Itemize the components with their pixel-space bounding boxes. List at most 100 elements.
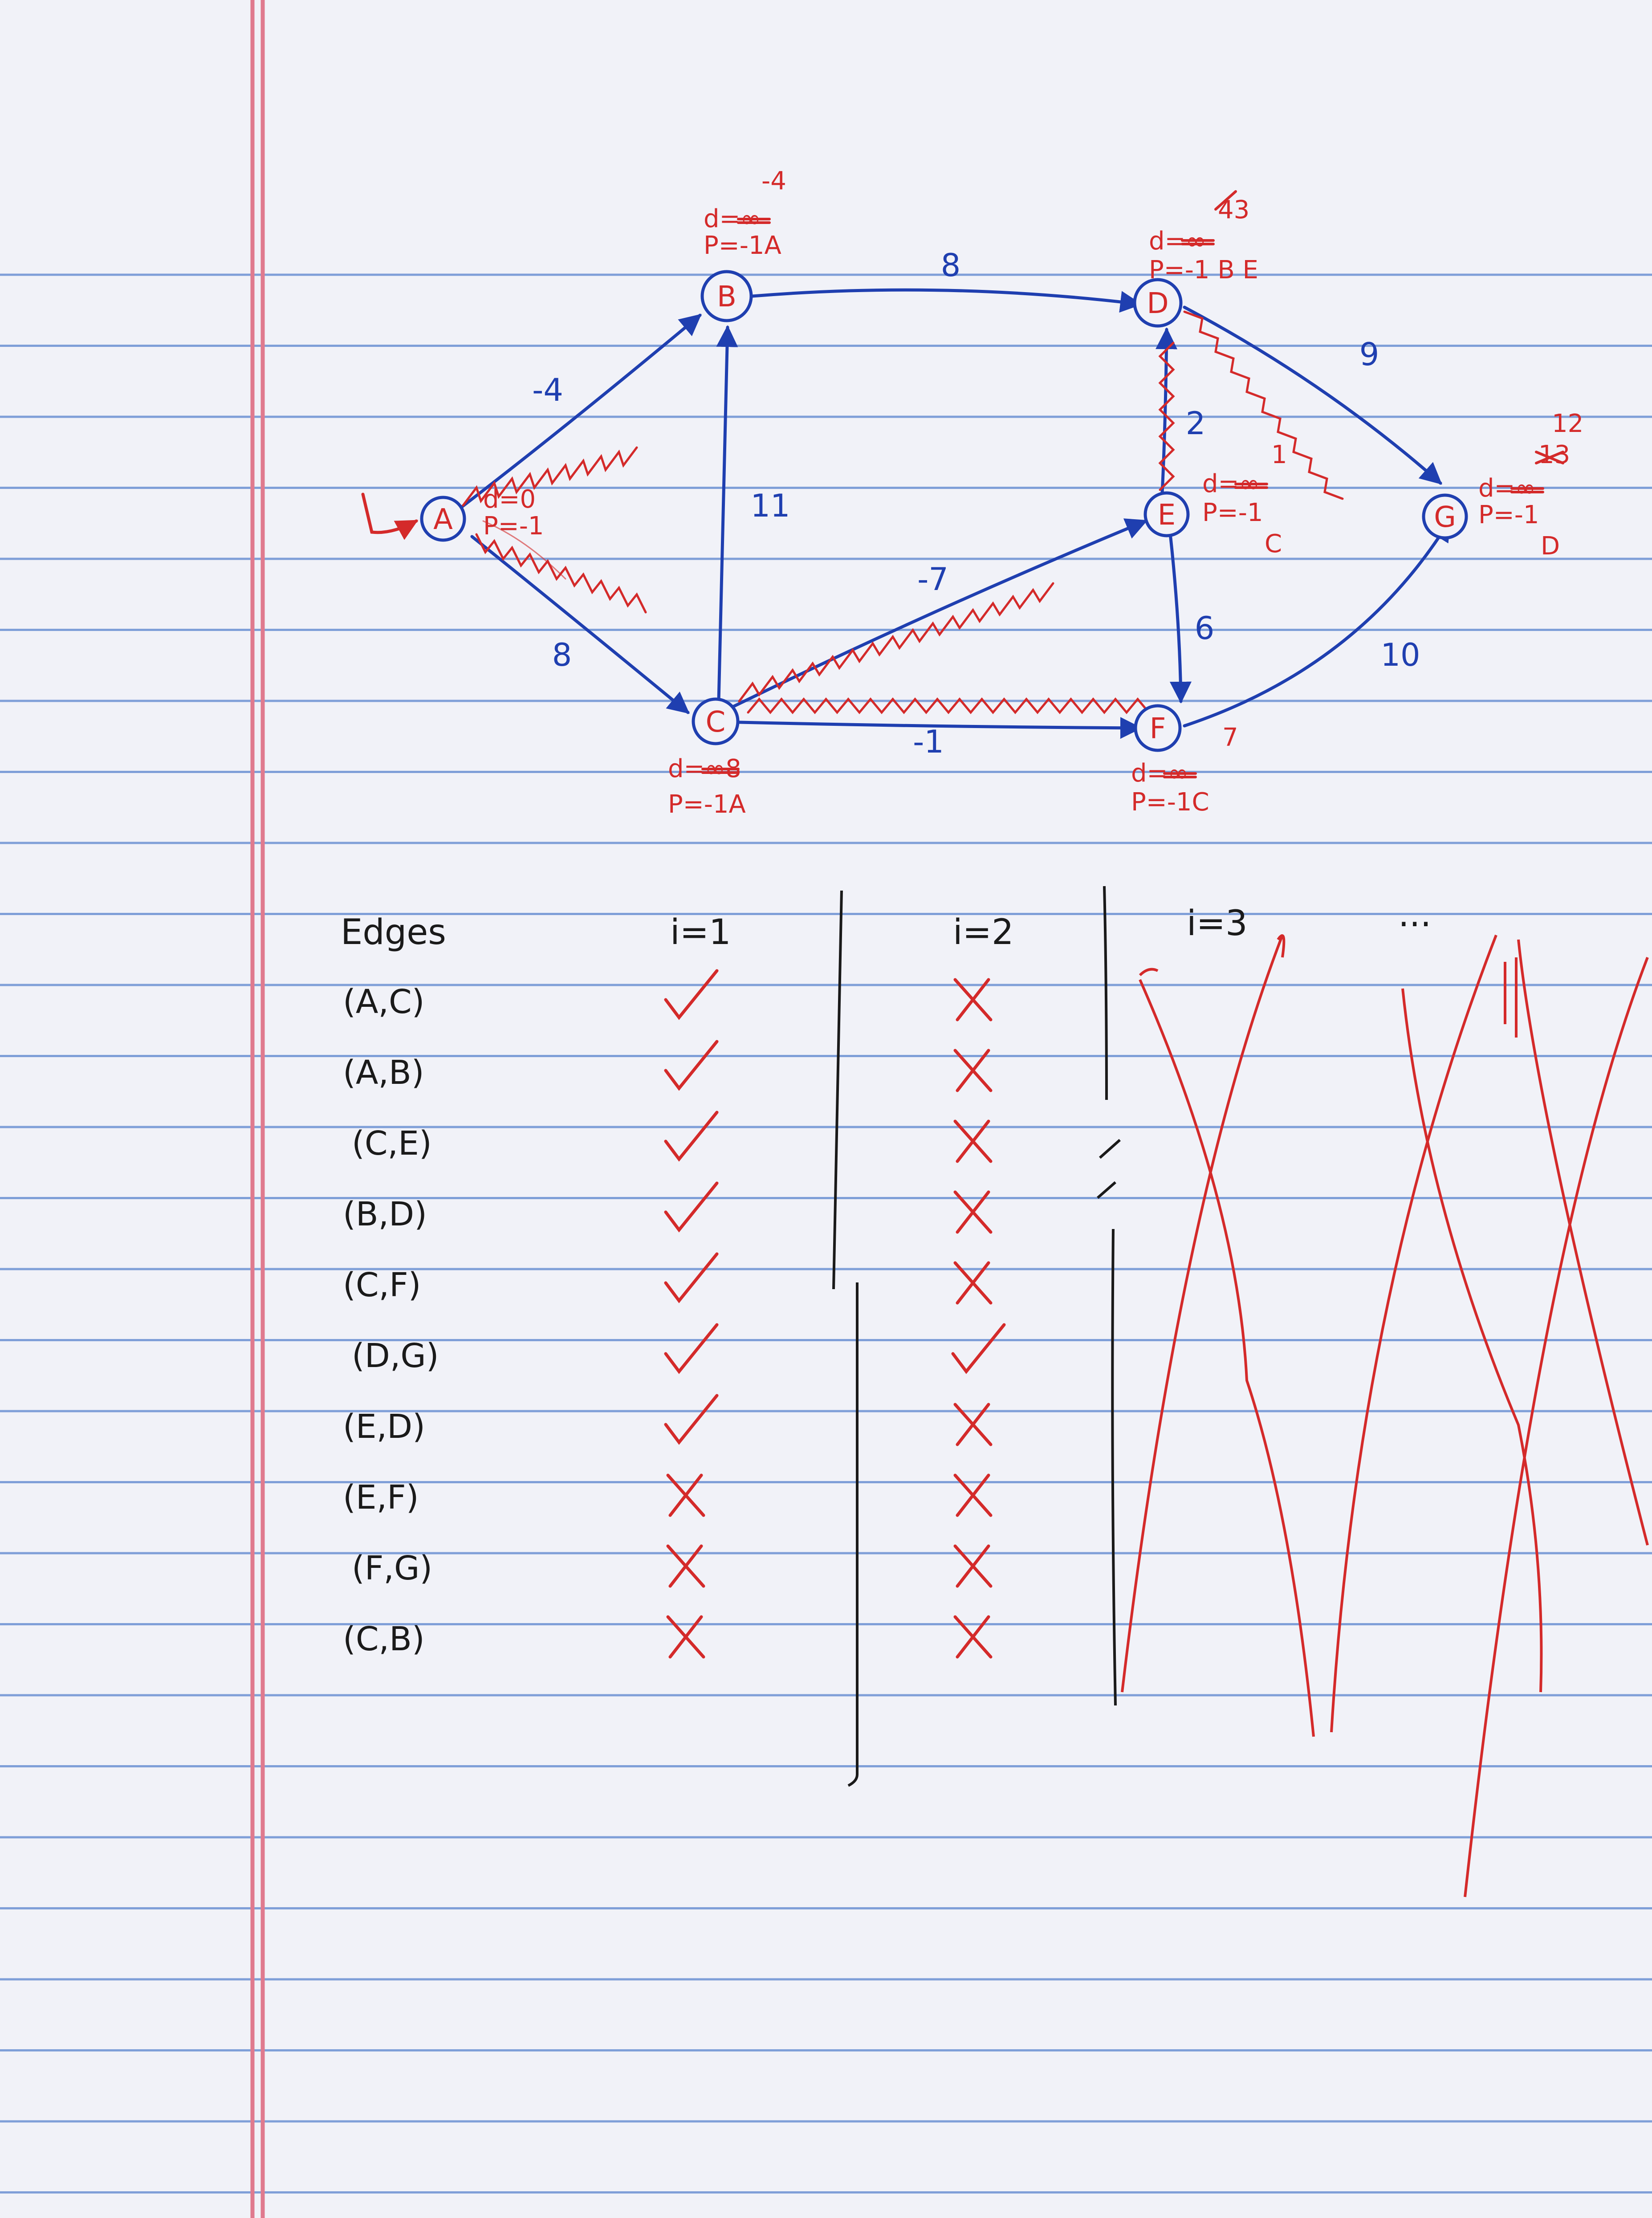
x-mark-icon (953, 1261, 993, 1305)
node-b-label: B (717, 281, 736, 313)
ruled-lines (0, 273, 1652, 2194)
weight-b-d: 8 (941, 247, 961, 284)
check-mark-icon (664, 969, 719, 1020)
node-e-predecessor: P=-1 (1202, 498, 1263, 527)
x-mark-icon (953, 1049, 993, 1092)
node-f-new-distance: 7 (1222, 723, 1238, 752)
node-a-predecessor: P=-1 (483, 512, 544, 541)
x-mark-icon (953, 1403, 993, 1446)
edge-f-g (1183, 519, 1451, 728)
check-mark-icon (664, 1181, 719, 1233)
header-more: ... (1398, 895, 1431, 935)
node-e-circle (1143, 491, 1190, 537)
header-i2: i=2 (953, 912, 1014, 952)
node-f-circle (1134, 704, 1182, 752)
node-g-circle (1422, 493, 1468, 540)
x-mark-icon (953, 1473, 993, 1517)
x-mark-icon (666, 1473, 705, 1517)
scribbles (701, 190, 1564, 778)
node-d-label: D (1147, 287, 1168, 320)
node-g-new-predecessor: D (1541, 532, 1560, 561)
check-mark-icon (664, 1323, 719, 1374)
crossed-out-iterations (1121, 934, 1649, 1897)
edge-label: (C,B) (343, 1620, 425, 1658)
check-mark-icon (664, 1252, 719, 1303)
edge-label: (A,C) (343, 983, 425, 1021)
weight-e-f: 6 (1195, 610, 1215, 647)
edge-e-f (1168, 532, 1192, 704)
edge-label: (C,F) (343, 1266, 421, 1304)
edge-c-b (716, 325, 738, 703)
start-arrow-icon (361, 492, 419, 540)
check-mark-icon (664, 1394, 719, 1445)
node-e-new-predecessor: C (1265, 529, 1282, 558)
graph: A B C D E F G -4 8 11 8 -7 -1 2 9 6 10 d… (361, 167, 1583, 819)
highlight-c-e (738, 582, 1054, 703)
weight-d-g: 9 (1359, 336, 1379, 373)
node-a-distance: d=0 (483, 485, 536, 514)
iteration-table: Edges i=1 i=2 i=3 ... (A,C) (A,B) (C,E) (B,… (341, 886, 1649, 1897)
node-d-new-distance: 43 (1218, 195, 1249, 224)
highlight-e-d (1158, 342, 1175, 491)
node-a-circle (420, 496, 466, 542)
highlight-a-c (475, 533, 647, 614)
highlight-a-b (462, 446, 638, 507)
node-c-predecessor: P=-1A (668, 790, 746, 819)
node-b-new-distance: -4 (761, 167, 786, 195)
weight-f-g: 10 (1380, 637, 1420, 673)
header-i3: i=3 (1187, 903, 1248, 944)
x-mark-icon (953, 1119, 993, 1163)
highlight-c-f (747, 697, 1150, 714)
edge-label: (D,G) (352, 1337, 439, 1375)
edge-b-d (751, 288, 1142, 313)
highlight-d-g (1183, 310, 1344, 500)
edge-a-c (470, 535, 690, 714)
node-f-label: F (1150, 712, 1166, 745)
edge-label: (F,G) (352, 1549, 432, 1587)
node-e-new-distance: 1 (1271, 440, 1287, 469)
highlight-extra-a (482, 520, 566, 580)
weight-a-b: -4 (532, 372, 563, 408)
check-mark-icon (664, 1040, 719, 1091)
column-dividers (832, 886, 1121, 1787)
node-f-predecessor: P=-1C (1131, 788, 1209, 817)
node-g-label: G (1434, 501, 1456, 534)
check-mark-icon (951, 1323, 1006, 1374)
x-mark-icon (953, 1615, 993, 1659)
margin-line (250, 0, 265, 2218)
weight-c-e: -7 (917, 561, 948, 598)
edge-label: (A,B) (343, 1054, 424, 1092)
weight-c-b: 11 (750, 488, 790, 524)
edge-label: (E,D) (343, 1408, 425, 1446)
edge-a-b (459, 313, 702, 509)
node-e-label: E (1158, 499, 1176, 532)
node-b-predecessor: P=-1A (704, 231, 781, 260)
header-edges: Edges (341, 912, 446, 952)
node-d-circle (1133, 278, 1183, 328)
node-g-new-distance: 12 (1552, 409, 1583, 438)
header-i1: i=1 (670, 912, 731, 952)
x-mark-icon (953, 978, 993, 1022)
edge-c-e (728, 518, 1148, 710)
weight-a-c: 8 (552, 637, 572, 673)
node-a-label: A (433, 503, 453, 536)
weight-e-d: 2 (1186, 405, 1206, 442)
edge-d-g (1183, 305, 1442, 485)
weight-c-f: -1 (913, 724, 944, 760)
check-mark-icon (664, 1111, 719, 1162)
node-d-predecessor: P=-1 B E (1149, 256, 1258, 285)
edge-c-f (737, 717, 1142, 739)
x-mark-icon (666, 1544, 705, 1588)
node-g-predecessor: P=-1 (1478, 501, 1539, 529)
x-mark-icon (666, 1615, 705, 1659)
edge-label: (B,D) (343, 1195, 427, 1233)
node-c-circle (692, 697, 740, 745)
edge-label: (E,F) (343, 1478, 419, 1517)
x-mark-icon (953, 1544, 993, 1588)
node-b-circle (700, 270, 753, 322)
node-c-label: C (706, 706, 726, 739)
x-mark-icon (953, 1190, 993, 1234)
edge-label: (C,E) (352, 1124, 432, 1163)
